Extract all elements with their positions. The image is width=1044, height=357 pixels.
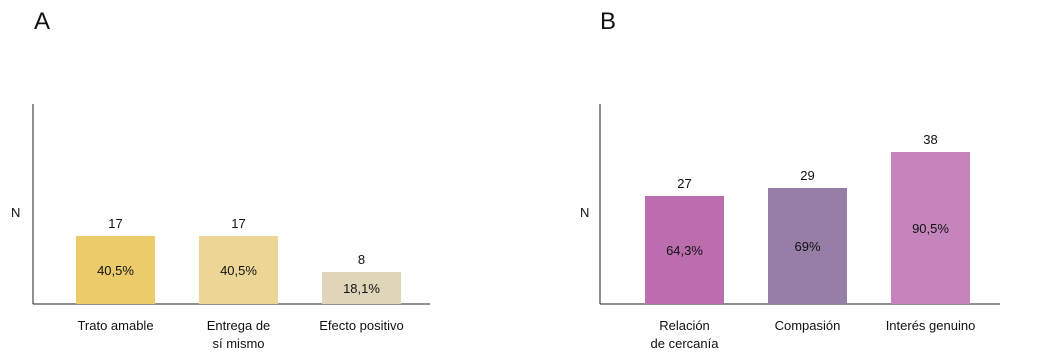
chart-b-bar-1 — [645, 196, 724, 304]
chart-b-category-label-1-line-2: de cercanía — [651, 336, 720, 351]
chart-b-percent-label-2: 69% — [794, 239, 820, 254]
chart-a-value-label-2: 17 — [231, 216, 245, 231]
chart-a-value-label-3: 8 — [358, 252, 365, 267]
chart-b-bar-3 — [891, 152, 970, 304]
chart-b-value-label-3: 38 — [923, 132, 937, 147]
chart-b-value-label-1: 27 — [677, 176, 691, 191]
chart-a-y-axis-label: N — [11, 205, 20, 220]
chart-a-category-label-2-line-2: sí mismo — [213, 336, 265, 351]
chart-a-category-label-3: Efecto positivo — [319, 318, 404, 333]
chart-b-category-label-2: Compasión — [775, 318, 841, 333]
chart-b-bar-2 — [768, 188, 847, 304]
chart-b-value-label-2: 29 — [800, 168, 814, 183]
chart-a-category-label-1: Trato amable — [77, 318, 153, 333]
chart-b-y-axis-label: N — [580, 205, 589, 220]
chart-a-bar-3 — [322, 272, 401, 304]
panel-b-letter: B — [600, 8, 617, 35]
chart-b-category-label-1-line-1: Relación — [659, 318, 710, 333]
chart-a-value-label-1: 17 — [108, 216, 122, 231]
chart-a-percent-label-1: 40,5% — [97, 263, 134, 278]
chart-b-percent-label-3: 90,5% — [912, 221, 949, 236]
panel-a-letter: A — [34, 8, 51, 35]
chart-a-bar-2 — [199, 236, 278, 304]
chart-a-bar-1 — [76, 236, 155, 304]
chart-a-percent-label-3: 18,1% — [343, 281, 380, 296]
chart-a-category-label-2-line-1: Entrega de — [207, 318, 271, 333]
chart-b-percent-label-1: 64,3% — [666, 243, 703, 258]
chart-b-category-label-3: Interés genuino — [886, 318, 976, 333]
chart-a-percent-label-2: 40,5% — [220, 263, 257, 278]
